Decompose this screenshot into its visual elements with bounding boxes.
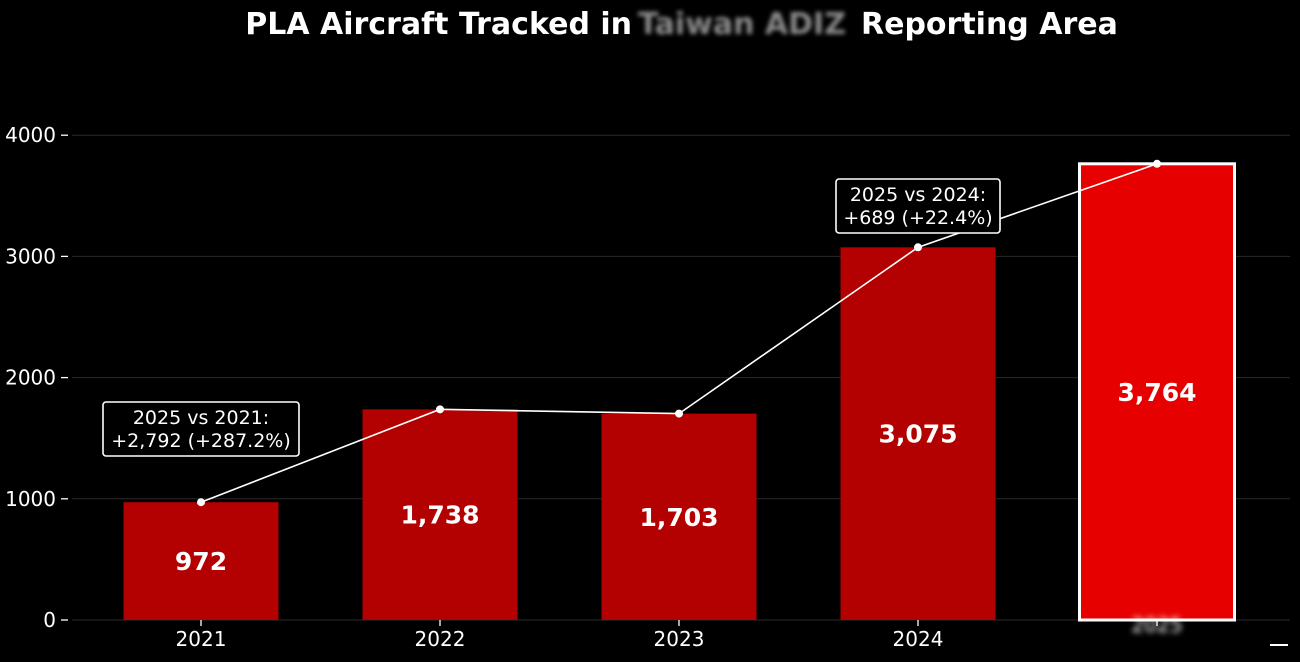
annotation-line: 2025 vs 2024: <box>850 184 986 206</box>
y-tick-label: 1000 <box>5 487 56 511</box>
bar-value-labels: 972 1,738 1,703 3,075 3,764 <box>175 378 1197 576</box>
x-tick-label-2021: 2021 <box>176 627 227 651</box>
x-tick-label-2022: 2022 <box>415 627 466 651</box>
chart-title-part-3: Reporting Area <box>861 7 1118 42</box>
chart-title-part-1: PLA Aircraft Tracked in <box>245 7 632 42</box>
trend-point-2021 <box>197 498 205 507</box>
x-tick-label-2023: 2023 <box>654 627 705 651</box>
bar-2021 <box>123 502 279 620</box>
trend-point-2023 <box>675 409 683 418</box>
y-tick-label: 3000 <box>5 244 56 268</box>
annotation-frame <box>102 401 300 457</box>
annotation-box: 2025 vs 2024:+689 (+22.4%) <box>835 178 1001 234</box>
annotation-frame <box>835 178 1001 234</box>
trend-point-2025 <box>1153 159 1161 168</box>
bar-value-label-2021: 972 <box>175 547 227 576</box>
bar-2023 <box>601 413 757 620</box>
chart-title-part-2-redacted: Taiwan ADIZ <box>638 7 846 42</box>
annotation-box: 2025 vs 2021:+2,792 (+287.2%) <box>102 401 300 457</box>
annotation-line: +2,792 (+287.2%) <box>111 430 291 452</box>
bar-value-label-2025: 3,764 <box>1117 378 1196 407</box>
y-tick-label: 0 <box>43 608 56 632</box>
trend-point-2022 <box>436 405 444 414</box>
annotation-line: 2025 vs 2021: <box>133 407 269 429</box>
annotations: 2025 vs 2021:+2,792 (+287.2%)2025 vs 202… <box>102 178 1001 457</box>
bar-2024 <box>840 247 996 620</box>
y-tick-label: 2000 <box>5 366 56 390</box>
bars <box>123 162 1236 622</box>
x-axis: 2021 2022 2023 2024 2025 <box>176 613 1183 651</box>
bar-value-label-2023: 1,703 <box>639 503 718 532</box>
trend-point-2024 <box>914 243 922 252</box>
bar-value-label-2024: 3,075 <box>878 420 957 449</box>
bar-value-label-2022: 1,738 <box>400 501 479 530</box>
y-axis: 0 1000 2000 3000 4000 <box>5 123 68 632</box>
corner-mark <box>1270 644 1288 646</box>
bar-2022 <box>362 409 518 620</box>
x-tick-label-2024: 2024 <box>893 627 944 651</box>
chart-title: PLA Aircraft Tracked in Taiwan ADIZ Repo… <box>245 7 1118 42</box>
annotation-line: +689 (+22.4%) <box>843 207 992 229</box>
x-tick-label-2025: 2025 <box>1132 613 1183 637</box>
y-tick-label: 4000 <box>5 123 56 147</box>
